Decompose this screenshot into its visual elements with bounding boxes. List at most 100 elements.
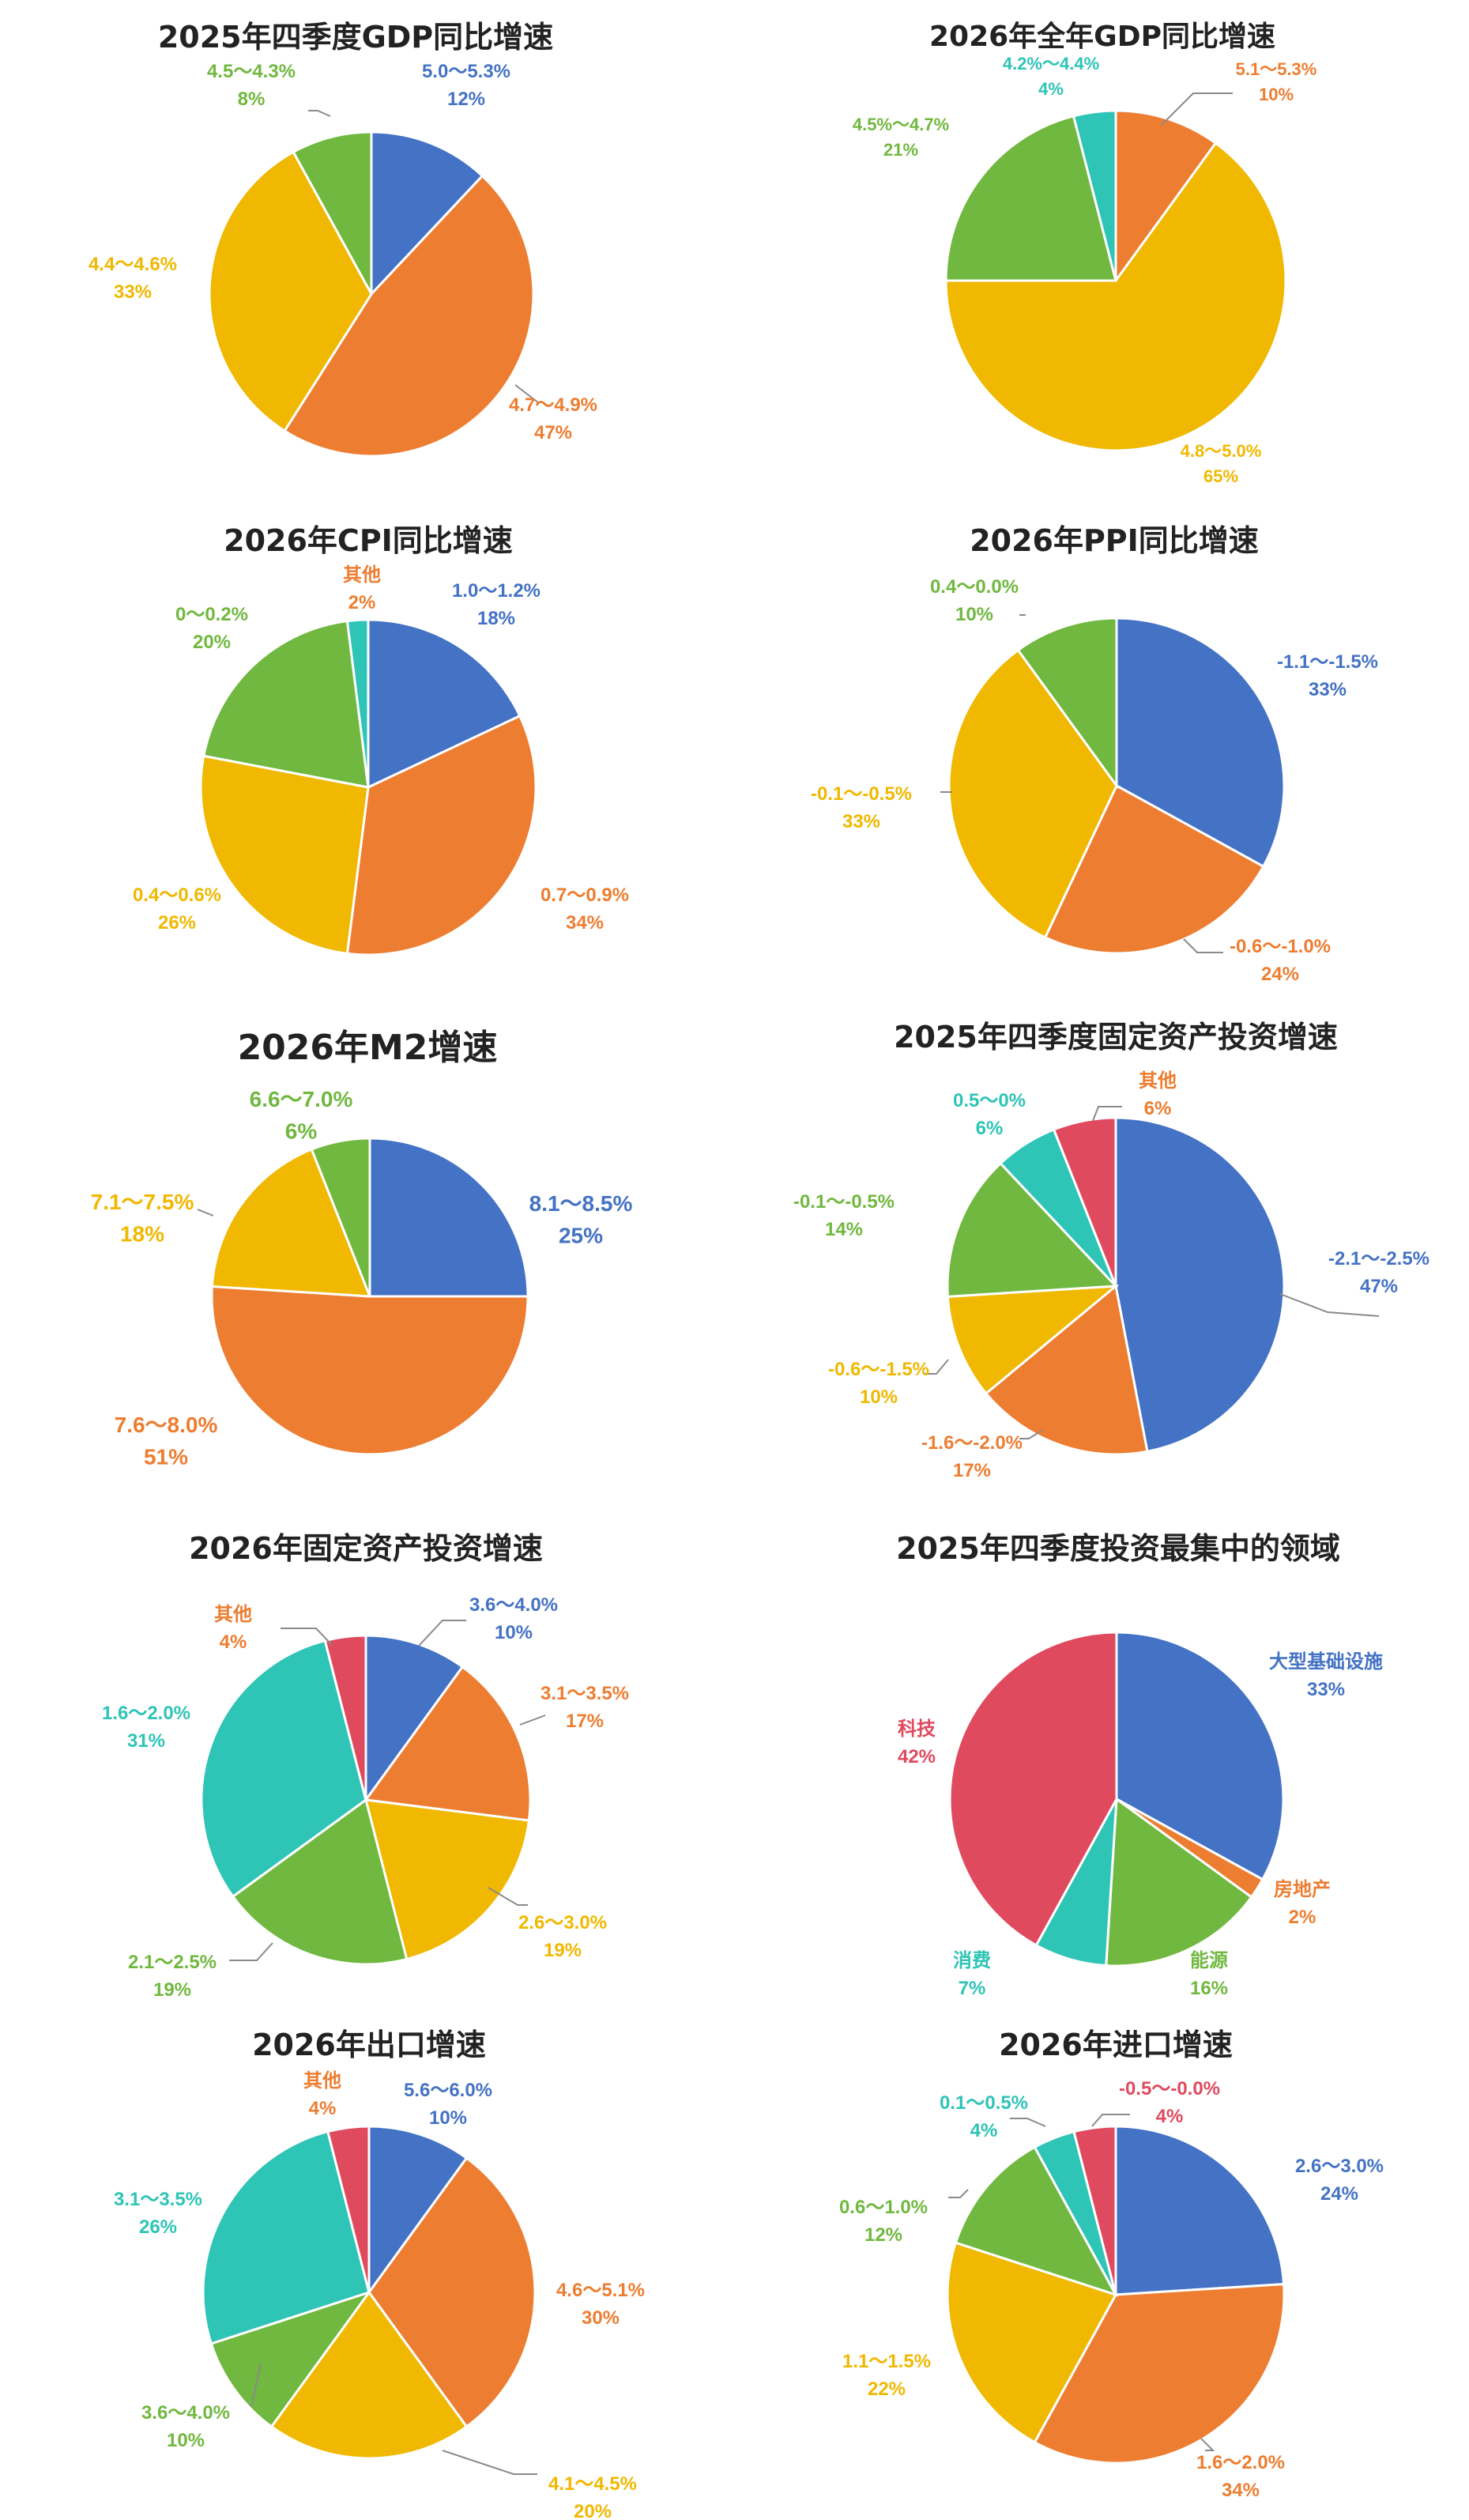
slice-label: 能源 [1190,1949,1228,1971]
leader-line [488,1887,528,1906]
slice-value-label: 16% [1190,1978,1228,1999]
slice-value-label: 34% [1222,2480,1260,2501]
pie-slice [1114,1116,1286,1453]
slice-value-label: 33% [1307,1679,1345,1700]
slice-label: 1.6～2.0% [102,1703,190,1724]
pie-slice [367,2156,537,2428]
slice-value-label: 65% [1203,466,1238,486]
slice-label: 5.0～5.3% [422,61,510,82]
slice-label: 其他 [1139,1070,1177,1092]
pie-chart-2: 2026年全年GDP同比增速 5.1～5.3% 10% 4.8～5.0% 65% 4.5%… [853,20,1317,486]
slice-value-label: 31% [127,1730,165,1752]
slice-label: 其他 [303,2070,341,2092]
pie-slice [1052,1116,1117,1287]
leader-line [1279,1293,1380,1317]
pie-slice [1105,1797,1253,1967]
slice-value-label: 10% [167,2430,205,2451]
pie-slice [202,619,370,789]
slice-value-label: 18% [477,608,515,629]
slice-label: 6.6～7.0% [250,1087,353,1111]
pie-slice [954,2145,1119,2297]
slice-value-label: 8% [238,89,266,110]
slice-label: 4.7～4.9% [509,394,597,416]
pie-chart-5: 2026年M2增速 8.1～8.5% 25% 7.6～8.0% 51% 7.1～7.5% 1… [91,1028,633,1469]
slice-label: 0.6～1.0% [839,2197,928,2218]
slice-label: -0.1～-0.5% [793,1191,895,1213]
leader-line [197,1209,214,1217]
slice-value-label: 24% [1320,2183,1358,2205]
leader-line [308,110,331,117]
slice-value-label: 20% [574,2501,612,2520]
slice-value-label: 24% [1261,964,1299,985]
slice-label: 4.8～5.0% [1181,441,1262,461]
slice-value-label: 6% [285,1119,318,1144]
leader-line [1019,1430,1042,1439]
pie-slice [944,114,1117,282]
slice-label: 房地产 [1274,1878,1331,1900]
pie-slice [367,2125,469,2296]
leader-line [418,1620,466,1647]
pie-chart-1: 2025年四季度GDP同比增速 5.0～5.3% 12% 4.7～4.9% 47% 4.4… [89,20,597,458]
slice-value-label: 6% [976,1118,1004,1139]
slice-label: 3.1～3.5% [114,2189,202,2210]
pie-chart-7: 2026年固定资产投资增速 3.6～4.0% 10% 3.1～3.5% 17% 2.6～3… [102,1531,629,2001]
pie-slice [269,2290,469,2460]
slice-label: -0.6～-1.0% [1230,936,1331,957]
slice-value-label: 33% [1309,679,1347,700]
pie-slice [363,1665,532,1822]
slice-label: -1.1～-1.5% [1277,651,1378,673]
pie-slice [202,2130,371,2345]
slice-value-label: 33% [842,811,880,832]
slice-value-label: 19% [544,1940,582,1961]
pie-chart-9: 2026年出口增速 5.6～6.0% 10% 4.6～5.1% 30% 4.1～4.5% 2… [114,2028,645,2520]
slice-value-label: 12% [447,89,485,110]
pie-slice [946,1161,1119,1298]
leader-line [925,1359,949,1375]
slice-label: 4.2%～4.4% [1003,54,1099,74]
pie-slice [292,130,373,295]
slice-label: 2.1～2.5% [128,1952,217,1973]
slice-label: 0.7～0.9% [541,885,629,906]
leader-line [1183,938,1223,953]
slice-value-label: 19% [153,1979,191,2001]
slice-value-label: 17% [953,1460,991,1481]
leader-line [250,2363,262,2408]
pie-slice [370,130,484,297]
slice-value-label: 25% [559,1224,603,1248]
slice-value-label: 47% [534,422,572,443]
slice-label: 0.1～0.5% [940,2092,1028,2114]
leader-line [1161,92,1233,126]
pie-slice [345,714,537,956]
pie-slice [231,1798,409,1966]
slice-value-label: 4% [1038,79,1064,99]
slice-label: 7.1～7.5% [91,1190,194,1214]
pie-slice [367,618,522,790]
slice-label: 0～0.2% [175,604,248,625]
leader-line [514,384,540,404]
slice-value-label: 2% [1289,1907,1316,1928]
slice-label: 4.5%～4.7% [853,115,949,134]
pie-slice [210,1148,372,1298]
pie-slice [948,1631,1118,1947]
pie-slice [283,174,535,458]
slice-label: 4.5～4.3% [207,61,296,82]
slice-value-label: 4% [970,2120,998,2141]
slice-label: -0.1～-0.5% [811,783,912,805]
pie-slice [310,1137,371,1297]
leader-line [281,1628,333,1646]
slice-value-label: 42% [898,1746,936,1767]
slice-label: 4.6～5.1% [556,2280,645,2301]
pie-slice [368,1137,529,1298]
slice-label: 科技 [898,1718,936,1740]
slice-label: 0.5～0% [953,1090,1026,1111]
leader-line [1092,1106,1122,1122]
slice-label: 2.6～3.0% [518,1912,607,1933]
slice-value-label: 6% [1144,1098,1172,1119]
slice-label: 4.4～4.6% [89,254,177,275]
chart-title: 2026年固定资产投资增速 [189,1531,543,1566]
pie-slice [364,1634,465,1804]
slice-label: 3.1～3.5% [541,1683,629,1704]
slice-label: -1.6～-2.0% [921,1432,1023,1454]
